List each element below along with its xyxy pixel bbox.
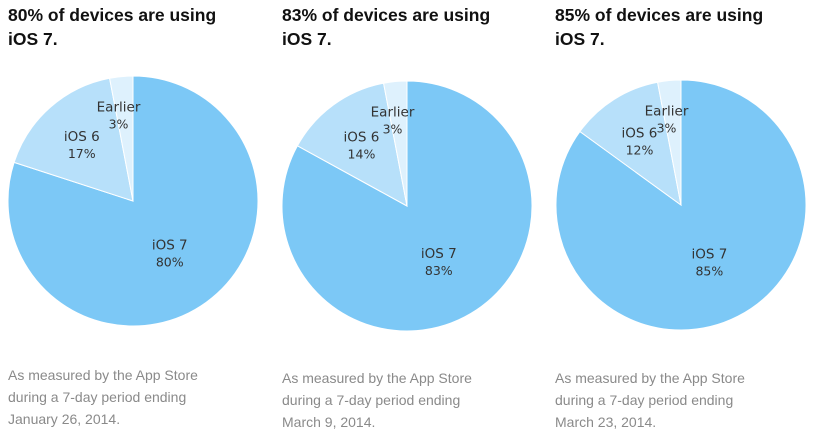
pie-slice-ios6 (296, 82, 408, 207)
caption-date: March 9, 2014. (282, 414, 376, 430)
chart-caption: As measured by the App Store during a 7-… (555, 367, 815, 433)
chart-title-line2: iOS 7. (282, 29, 332, 49)
slice-label: iOS 6 (344, 129, 380, 145)
caption-line2: during a 7-day period ending (282, 392, 461, 408)
pie-slice-earlier (656, 79, 682, 206)
slice-label: iOS 7 (691, 247, 727, 263)
chart-title-line2: iOS 7. (8, 29, 58, 49)
slice-label: Earlier (97, 99, 141, 115)
caption-date: March 23, 2014. (555, 414, 657, 430)
slice-label: Earlier (371, 104, 415, 120)
caption-line2: during a 7-day period ending (555, 392, 734, 408)
caption-line1: As measured by the App Store (8, 367, 198, 383)
chart-title-line1: 85% of devices are using (555, 5, 764, 25)
pie-slice-ios6 (13, 77, 134, 202)
slice-value-label: 85% (695, 264, 723, 279)
chart-title: 83% of devices are using iOS 7. (282, 3, 544, 51)
slice-value-label: 14% (348, 146, 376, 161)
slice-label: iOS 7 (152, 238, 188, 254)
chart-panel-mar23: 85% of devices are using iOS 7. iOS 7 85%… (555, 0, 815, 435)
chart-title: 80% of devices are using iOS 7. (8, 3, 270, 51)
chart-title: 85% of devices are using iOS 7. (555, 3, 815, 51)
caption-date: January 26, 2014. (8, 411, 121, 427)
slice-label: iOS 6 (622, 126, 658, 142)
chart-title-line1: 80% of devices are using (8, 5, 217, 25)
slice-value-label: 83% (425, 263, 453, 278)
caption-line2: during a 7-day period ending (8, 389, 187, 405)
pie-slice-earlier (382, 80, 408, 207)
slice-label: Earlier (645, 103, 689, 119)
caption-line1: As measured by the App Store (282, 370, 472, 386)
slice-value-label: 3% (109, 116, 129, 131)
slice-value-label: 17% (68, 146, 96, 161)
chart-title-line1: 83% of devices are using (282, 5, 491, 25)
chart-caption: As measured by the App Store during a 7-… (8, 364, 270, 430)
chart-panel-mar9: 83% of devices are using iOS 7. iOS 7 83%… (282, 0, 552, 435)
slice-value-label: 3% (657, 120, 677, 135)
pie-slice-ios6 (579, 81, 682, 207)
slice-value-label: 80% (156, 255, 184, 270)
pie-slice-earlier (108, 75, 134, 202)
chart-panel-jan: 80% of devices are using iOS 7. iOS 7 80%… (8, 0, 278, 435)
chart-title-line2: iOS 7. (555, 29, 605, 49)
slice-value-label: 12% (626, 143, 654, 158)
caption-line1: As measured by the App Store (555, 370, 745, 386)
slice-label: iOS 6 (64, 129, 100, 145)
chart-caption: As measured by the App Store during a 7-… (282, 367, 544, 433)
slice-value-label: 3% (383, 121, 403, 136)
slice-label: iOS 7 (421, 246, 457, 262)
